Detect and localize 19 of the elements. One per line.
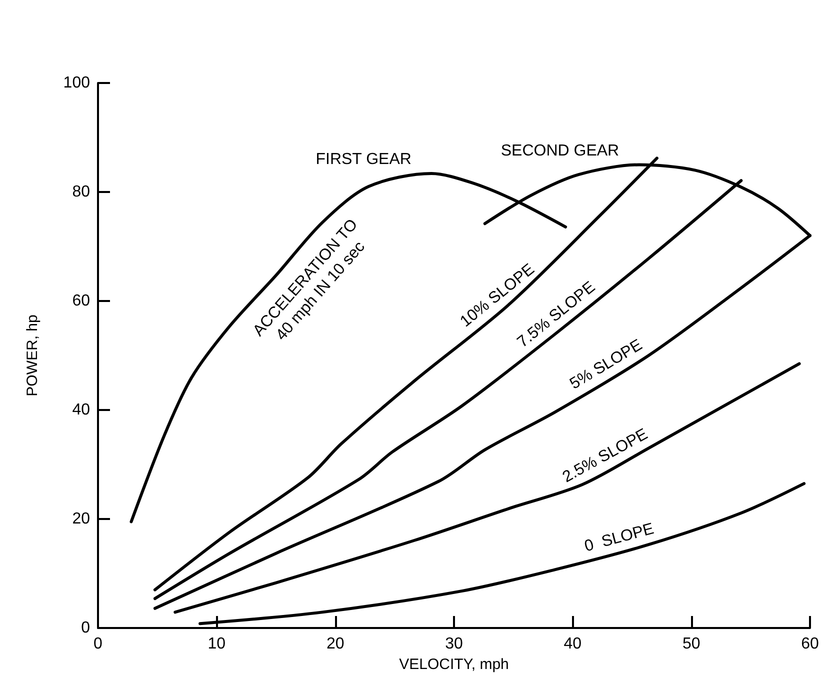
y-tick-label: 80 <box>72 184 90 200</box>
y-tick-label: 20 <box>72 510 90 528</box>
x-tick-label: 60 <box>801 636 819 652</box>
y-tick-label: 100 <box>63 74 90 92</box>
x-tick-label: 0 <box>94 636 103 652</box>
x-tick-label: 40 <box>564 636 582 652</box>
y-axis-title: POWER, hp <box>24 314 41 396</box>
x-tick-label: 10 <box>208 636 226 652</box>
x-tick-label: 50 <box>682 636 700 652</box>
text: 0 SLOPE <box>582 520 656 556</box>
y-tick-label: 0 <box>81 620 90 636</box>
line-series <box>198 482 806 626</box>
series-label: FIRST GEAR <box>316 150 412 168</box>
x-tick-label: 30 <box>445 636 463 652</box>
x-tick-label: 20 <box>326 636 344 652</box>
x-axis-title: VELOCITY, mph <box>399 656 509 673</box>
y-tick-label: 60 <box>72 292 90 310</box>
y-tick-label: 40 <box>72 402 90 418</box>
series-label: SECOND GEAR <box>500 142 620 160</box>
